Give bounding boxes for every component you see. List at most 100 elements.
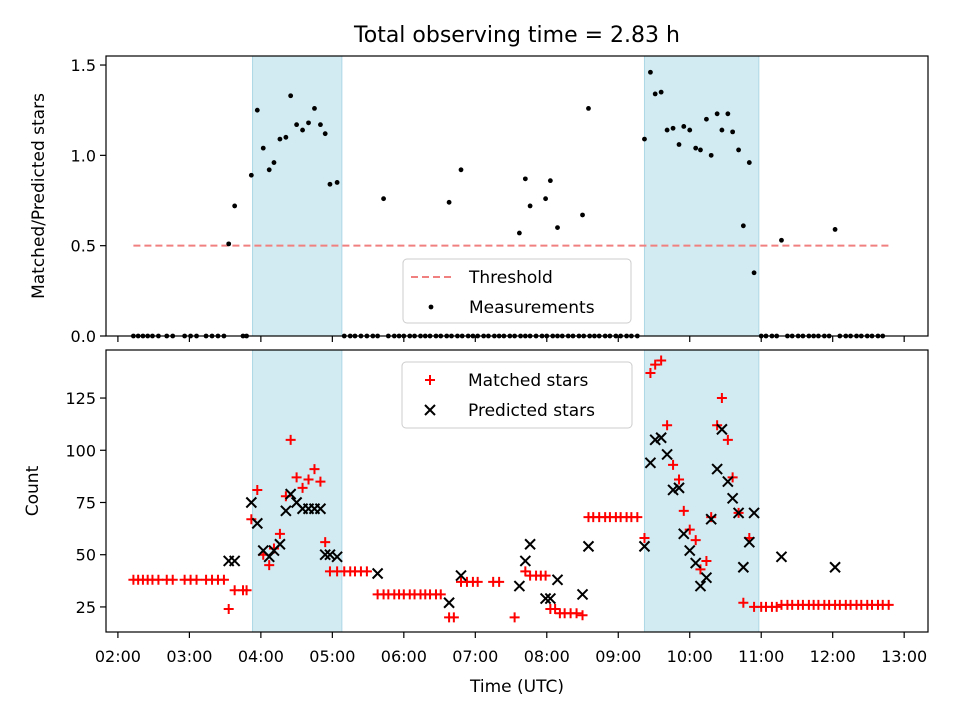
- measurement-point: [266, 167, 272, 173]
- predicted-star-point: [829, 561, 841, 573]
- x-tick-label: 08:00: [524, 647, 570, 666]
- predicted-star-point: [732, 507, 745, 519]
- highlight-spans: [252, 55, 760, 337]
- predicted-star-point: [251, 517, 264, 530]
- y-tick-label: 50: [76, 546, 96, 565]
- measurement-point: [318, 122, 323, 128]
- measurement-point: [547, 178, 553, 184]
- measurement-point: [283, 134, 289, 140]
- predicted-star-point: [700, 571, 713, 584]
- measurement-point: [300, 127, 305, 133]
- predicted-star-point: [722, 475, 734, 488]
- predicted-star-point: [689, 557, 702, 569]
- legend: Matched stars Predicted stars: [401, 361, 633, 429]
- predicted-star-point: [638, 540, 651, 553]
- predicted-star-point: [748, 507, 760, 519]
- matched-star-point: [274, 528, 285, 539]
- x-axis-ticks: [117, 336, 905, 342]
- matched-star-point: [716, 393, 727, 404]
- x-axis-ticks: 02:00 03:00 04:00 05:00 06:00 07:00 08:00 09:00…: [95, 632, 927, 666]
- measurement-point: [730, 129, 736, 135]
- predicted-star-point: [576, 588, 589, 601]
- matched-star-point: [494, 576, 505, 587]
- y-tick-label: 0.0: [71, 327, 96, 346]
- predicted-star-point: [324, 549, 336, 561]
- y-tick-label: 1.5: [71, 56, 96, 75]
- matched-star-point: [241, 585, 252, 596]
- measurement-point: [248, 172, 254, 178]
- matched-star-point: [315, 476, 326, 487]
- matched-star-point: [639, 533, 650, 543]
- predicted-star-point: [539, 592, 552, 605]
- measurement-point: [334, 180, 340, 185]
- measurement-point: [226, 241, 232, 247]
- predicted-star-point: [673, 482, 685, 494]
- measurement-point: [232, 203, 238, 209]
- y-tick-label: 0.5: [71, 237, 96, 256]
- y-axis: 25 50 75 100 125: [65, 389, 106, 617]
- measurement-point: [719, 127, 725, 133]
- measurement-point: [725, 111, 731, 117]
- measurement-point: [664, 127, 670, 133]
- matched-star-point: [291, 472, 302, 483]
- measurement-point: [714, 111, 720, 117]
- top-panel: 0.0 0.5 1.0 1.5 Matched/Predicted stars Thr…: [29, 55, 929, 346]
- observing-span-1: [252, 349, 343, 633]
- matched-star-point: [674, 474, 685, 485]
- predicted-star-point: [644, 457, 657, 469]
- predicted-star-point: [284, 488, 297, 500]
- predicted-star-point: [726, 492, 739, 505]
- matched-star-point: [645, 367, 656, 378]
- matched-star-point: [738, 597, 749, 608]
- measurement-point: [687, 127, 693, 133]
- y-tick-label: 125: [65, 389, 96, 408]
- matched-star-point: [656, 355, 667, 366]
- x-tick-label: 03:00: [166, 647, 212, 666]
- measurement-point: [779, 237, 784, 243]
- x-tick-label: 09:00: [595, 647, 641, 666]
- predicted-star-point: [705, 513, 717, 525]
- measurement-point: [516, 230, 522, 236]
- legend-box: [401, 361, 633, 429]
- measurement-point: [642, 136, 647, 142]
- predicted-star-point: [551, 574, 564, 586]
- matched-star-point: [223, 604, 234, 615]
- legend-predicted-swatch: [424, 404, 436, 416]
- predicted-star-point: [737, 561, 750, 573]
- matched-star-point: [540, 570, 551, 581]
- predicted-star-point: [319, 549, 331, 561]
- measurement-point: [746, 160, 752, 165]
- observing-span-2: [643, 349, 760, 633]
- measurement-point: [693, 145, 699, 151]
- matched-star-point: [252, 484, 263, 495]
- legend: Threshold Measurements: [402, 258, 632, 324]
- measurement-point: [832, 227, 838, 232]
- measurement-point: [381, 196, 386, 202]
- legend-label: Measurements: [469, 298, 595, 318]
- legend-matched-swatch: [425, 375, 435, 385]
- matched-star-point: [297, 482, 308, 493]
- predicted-star-point: [655, 432, 667, 444]
- measurement-point: [708, 152, 714, 158]
- predicted-star-point: [678, 528, 690, 540]
- predicted-star-point: [544, 592, 557, 605]
- matched-star-point: [320, 537, 331, 548]
- matched-star-point: [153, 574, 164, 585]
- predicted-star-point: [694, 580, 707, 592]
- matched-star-point: [662, 420, 673, 431]
- matched-star-point: [668, 459, 679, 470]
- matched-star-point: [701, 555, 712, 566]
- y-axis-label: Count: [23, 465, 43, 516]
- matched-star-point: [472, 576, 483, 587]
- legend-measurement-swatch: [428, 304, 434, 310]
- matched-star-point: [167, 574, 178, 585]
- predicted-star-point: [711, 463, 723, 475]
- predicted-star-point: [371, 567, 384, 580]
- measurement-point: [277, 136, 283, 142]
- predicted-star-point: [743, 536, 756, 548]
- x-axis-label: Time (UTC): [469, 677, 564, 697]
- matched-star-point: [684, 524, 695, 535]
- measurement-point: [446, 199, 452, 205]
- predicted-star-point: [775, 551, 788, 563]
